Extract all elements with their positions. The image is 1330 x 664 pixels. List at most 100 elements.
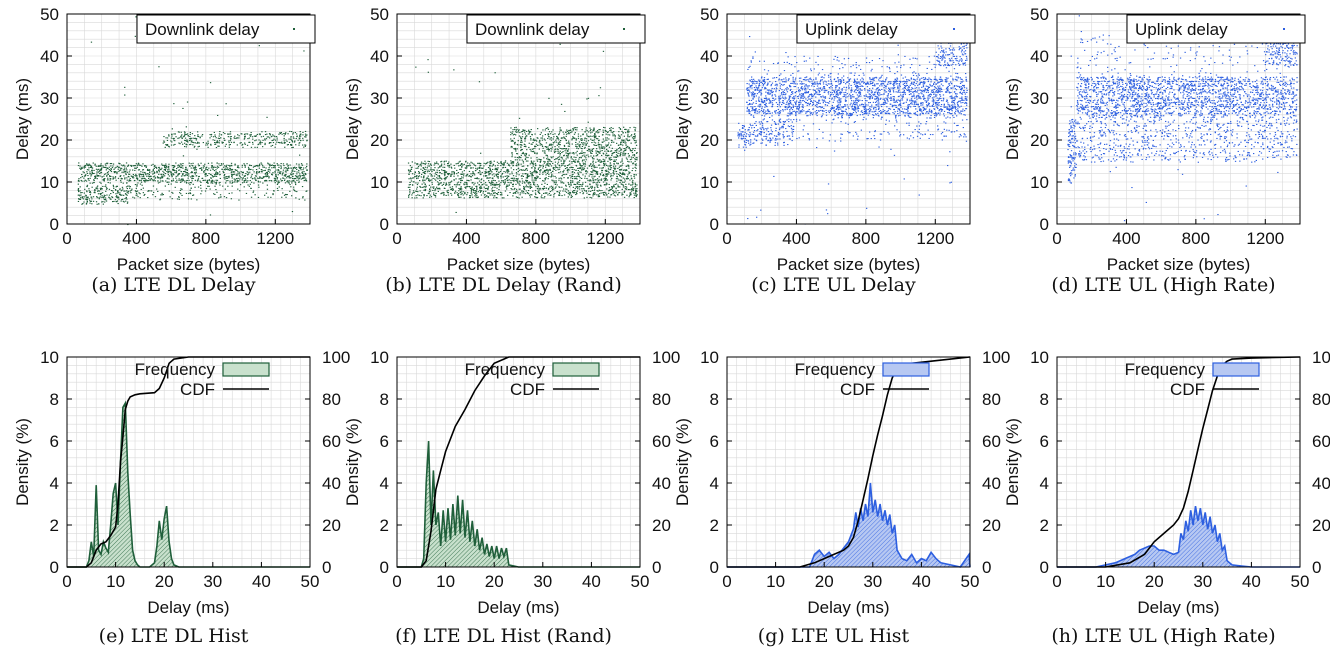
scatter-point — [184, 146, 186, 148]
scatter-point — [554, 175, 556, 177]
scatter-point — [257, 165, 259, 167]
scatter-point — [215, 179, 217, 181]
scatter-point — [89, 166, 92, 168]
scatter-point — [543, 169, 546, 171]
scatter-point — [527, 174, 529, 176]
scatter-point — [145, 180, 147, 182]
scatter-point — [512, 195, 514, 197]
scatter-point — [443, 160, 446, 162]
scatter-point — [507, 175, 510, 177]
scatter-point — [622, 144, 624, 146]
scatter-point — [591, 176, 593, 178]
scatter-point — [531, 133, 533, 135]
scatter-point — [435, 192, 437, 194]
scatter-point — [575, 165, 578, 167]
scatter-point — [244, 133, 246, 135]
scatter-point — [471, 186, 473, 188]
scatter-point — [628, 196, 630, 198]
scatter-point — [628, 173, 630, 175]
scatter-point — [418, 172, 421, 174]
scatter-point — [592, 174, 594, 176]
scatter-point — [546, 172, 549, 174]
scatter-point — [113, 200, 115, 202]
scatter-point — [576, 161, 579, 163]
scatter-point — [170, 140, 172, 142]
scatter-point — [250, 134, 252, 136]
scatter-point — [147, 190, 150, 192]
scatter-point — [591, 131, 593, 133]
scatter-point — [161, 192, 163, 194]
scatter-point — [424, 190, 426, 192]
scatter-point — [168, 169, 170, 171]
scatter-point — [538, 141, 540, 143]
scatter-point — [210, 135, 212, 137]
scatter-point — [189, 184, 191, 186]
scatter-point — [298, 142, 300, 144]
scatter-point — [291, 131, 293, 133]
scatter-point — [571, 139, 573, 141]
scatter-point — [445, 177, 448, 179]
scatter-point — [295, 138, 297, 140]
scatter-point — [566, 169, 569, 171]
scatter-point — [531, 173, 534, 175]
scatter-point — [423, 195, 425, 197]
scatter-point — [931, 85, 934, 87]
scatter-point — [581, 138, 583, 140]
scatter-point — [193, 142, 195, 144]
scatter-point — [154, 196, 157, 198]
scatter-point — [192, 141, 194, 143]
scatter-point — [458, 178, 460, 180]
scatter-point — [126, 165, 129, 167]
scatter-point — [517, 163, 520, 165]
scatter-point — [619, 128, 621, 130]
scatter-point — [793, 110, 796, 112]
scatter-point — [218, 197, 220, 199]
scatter-point — [603, 175, 605, 177]
scatter-point — [219, 171, 221, 173]
scatter-point — [822, 95, 824, 97]
scatter-point — [530, 150, 532, 152]
scatter-point — [261, 169, 263, 171]
scatter-point — [620, 180, 622, 182]
scatter-point — [300, 167, 303, 169]
scatter-point — [567, 193, 569, 195]
scatter-point — [494, 169, 496, 171]
scatter-point — [106, 167, 108, 169]
scatter-point — [97, 190, 99, 192]
scatter-point — [414, 162, 416, 164]
scatter-point — [619, 147, 621, 149]
scatter-point — [428, 190, 431, 192]
scatter-point — [567, 154, 570, 156]
scatter-point — [605, 173, 608, 175]
scatter-point — [211, 181, 213, 183]
scatter-point — [547, 158, 549, 160]
scatter-point — [513, 133, 516, 135]
scatter-point — [90, 192, 92, 194]
scatter-point — [126, 177, 128, 179]
scatter-point — [609, 189, 611, 191]
scatter-point — [543, 180, 545, 182]
scatter-point — [146, 173, 149, 175]
scatter-point — [530, 183, 532, 185]
scatter-point — [517, 131, 519, 133]
scatter-point — [635, 189, 637, 191]
scatter-point — [591, 164, 594, 166]
scatter-point — [136, 190, 139, 192]
scatter-point — [206, 142, 208, 144]
scatter-point — [94, 189, 96, 191]
scatter-point — [609, 134, 611, 136]
scatter-point — [617, 190, 619, 192]
scatter-point — [476, 178, 478, 180]
scatter-point — [518, 169, 521, 171]
scatter-point — [136, 175, 138, 177]
scatter-point — [597, 160, 599, 162]
scatter-point — [140, 171, 142, 173]
scatter-point — [524, 137, 526, 139]
scatter-point — [287, 167, 290, 169]
scatter-point — [126, 202, 129, 204]
scatter-point — [520, 157, 522, 159]
scatter-point — [247, 138, 249, 140]
scatter-point — [744, 131, 746, 133]
scatter-point — [604, 161, 606, 163]
